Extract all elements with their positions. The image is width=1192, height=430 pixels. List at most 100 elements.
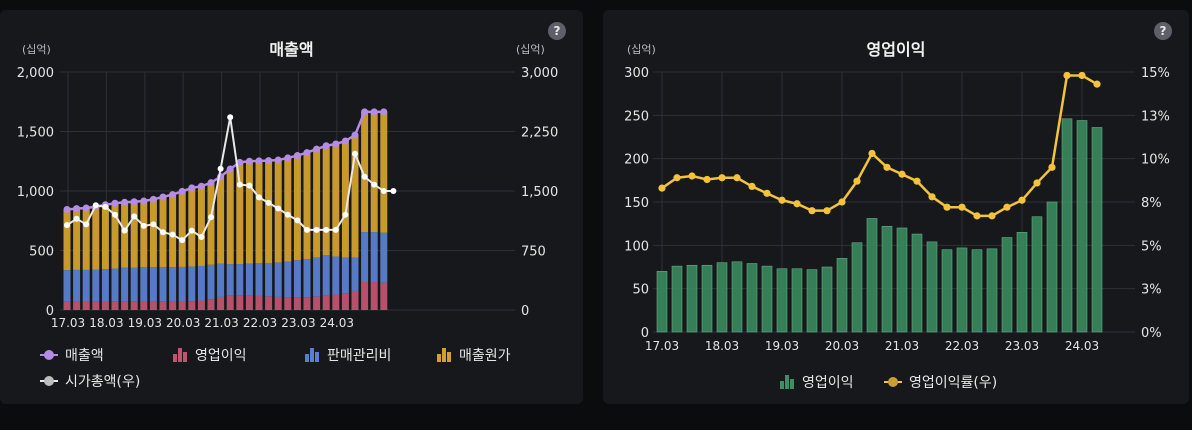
margin-point [703, 175, 711, 184]
legend-bar-icon [305, 348, 319, 362]
bar-op-profit [791, 268, 803, 333]
margin-point [943, 203, 951, 211]
y2-tick-label: 0% [1141, 326, 1162, 341]
market-cap-point [121, 227, 128, 234]
bar-cogs [82, 208, 90, 270]
market-cap-point [73, 215, 80, 222]
y2-tick-label: 10% [1141, 153, 1170, 168]
bar-op-profit [866, 218, 878, 333]
bar-op-profit [284, 297, 292, 310]
x-tick-label: 19.03 [128, 316, 162, 330]
revenue-point [121, 198, 129, 206]
x-tick-label: 21.03 [885, 339, 919, 353]
bar-op-profit [941, 249, 953, 333]
market-cap-point [198, 234, 205, 241]
bar-op-profit [159, 301, 167, 310]
bar-op-profit [313, 296, 321, 310]
bar-op-profit [746, 263, 758, 333]
market-cap-point [102, 203, 109, 210]
help-icon[interactable]: ? [548, 22, 566, 40]
margin-point [988, 212, 996, 220]
bar-op-profit [274, 296, 282, 310]
market-cap-point [160, 229, 166, 236]
legend-op-profit[interactable]: 영업이익 [780, 372, 854, 392]
market-cap-point [150, 221, 157, 228]
x-tick-label: 21.03 [204, 316, 238, 330]
market-cap-point [64, 222, 70, 229]
legend-label: 시가총액(우) [65, 374, 141, 390]
legend-line-marker-icon [884, 377, 902, 387]
bar-cogs [265, 160, 273, 263]
margin-point [1048, 163, 1056, 171]
margin-point [1018, 196, 1026, 204]
x-tick-label: 17.03 [51, 316, 85, 330]
revenue-point [351, 131, 359, 139]
bar-op-profit [716, 262, 728, 333]
y2-tick-label: 3,000 [521, 66, 558, 81]
market-cap-point [265, 199, 272, 206]
bar-sga [322, 255, 330, 296]
revenue-point [245, 157, 253, 165]
bar-cogs [370, 111, 378, 233]
market-cap-point [217, 165, 224, 172]
bar-op-profit [255, 295, 263, 310]
margin-point [958, 203, 966, 211]
help-icon[interactable]: ? [1154, 22, 1172, 40]
bar-sga [245, 263, 253, 296]
bar-sga [274, 262, 282, 297]
market-cap-point [169, 231, 176, 238]
bar-op-profit [73, 301, 81, 310]
legend-op-profit[interactable]: 영업이익 [173, 345, 247, 365]
revenue-point [265, 157, 273, 165]
bar-cogs [380, 111, 388, 233]
bar-op-profit [197, 300, 205, 310]
bar-cogs [73, 208, 81, 270]
bar-cogs [293, 155, 301, 261]
market-cap-point [131, 213, 138, 220]
margin-point [748, 182, 756, 190]
left-axis-unit: (십억) [22, 43, 51, 56]
margin-point [763, 189, 771, 197]
legend-sga[interactable]: 판매관리비 [305, 345, 391, 365]
legend-label: 영업이익률(우) [909, 375, 998, 391]
bar-sga [313, 257, 321, 297]
market-cap-point [371, 181, 378, 188]
margin-point [778, 196, 786, 204]
bar-sga [284, 261, 292, 298]
legend-revenue[interactable]: 매출액 [40, 345, 104, 365]
bar-op-profit [731, 261, 743, 333]
bar-sga [207, 264, 215, 300]
bar-op-profit [149, 301, 157, 310]
bar-cogs [111, 203, 119, 269]
bar-cogs [226, 168, 234, 265]
revenue-point [111, 199, 119, 207]
revenue-card: 매출액 ? (십억) (십억) 0 500 1,000 1,500 2,000 0 750 1… [0, 10, 583, 404]
margin-point [973, 212, 981, 220]
bar-sga [149, 267, 157, 302]
legend-margin[interactable]: 영업이익률(우) [884, 372, 997, 392]
legend-cogs[interactable]: 매출원가 [437, 345, 511, 365]
margin-point [1078, 71, 1086, 80]
bar-cogs [188, 187, 196, 267]
y-tick-label: 200 [624, 153, 649, 168]
bar-sga [236, 264, 244, 296]
market-cap-point [284, 211, 291, 218]
bar-cogs [313, 149, 321, 258]
revenue-point [159, 193, 167, 201]
revenue-point [255, 157, 263, 165]
margin-point [688, 172, 696, 180]
y-tick-label: 250 [624, 109, 649, 124]
revenue-point [380, 108, 388, 116]
bar-cogs [178, 191, 186, 267]
bar-cogs [245, 161, 253, 264]
y2-tick-label: 5% [1141, 239, 1162, 254]
bar-cogs [284, 157, 292, 262]
y-tick-label: 150 [624, 196, 649, 211]
margin-point [658, 184, 666, 192]
bar-op-profit [303, 297, 311, 310]
market-cap-point [188, 227, 195, 234]
legend-market-cap[interactable]: 시가총액(우) [40, 371, 140, 391]
market-cap-point [304, 226, 310, 233]
bar-cogs [121, 202, 129, 268]
bar-op-profit [1001, 237, 1013, 333]
